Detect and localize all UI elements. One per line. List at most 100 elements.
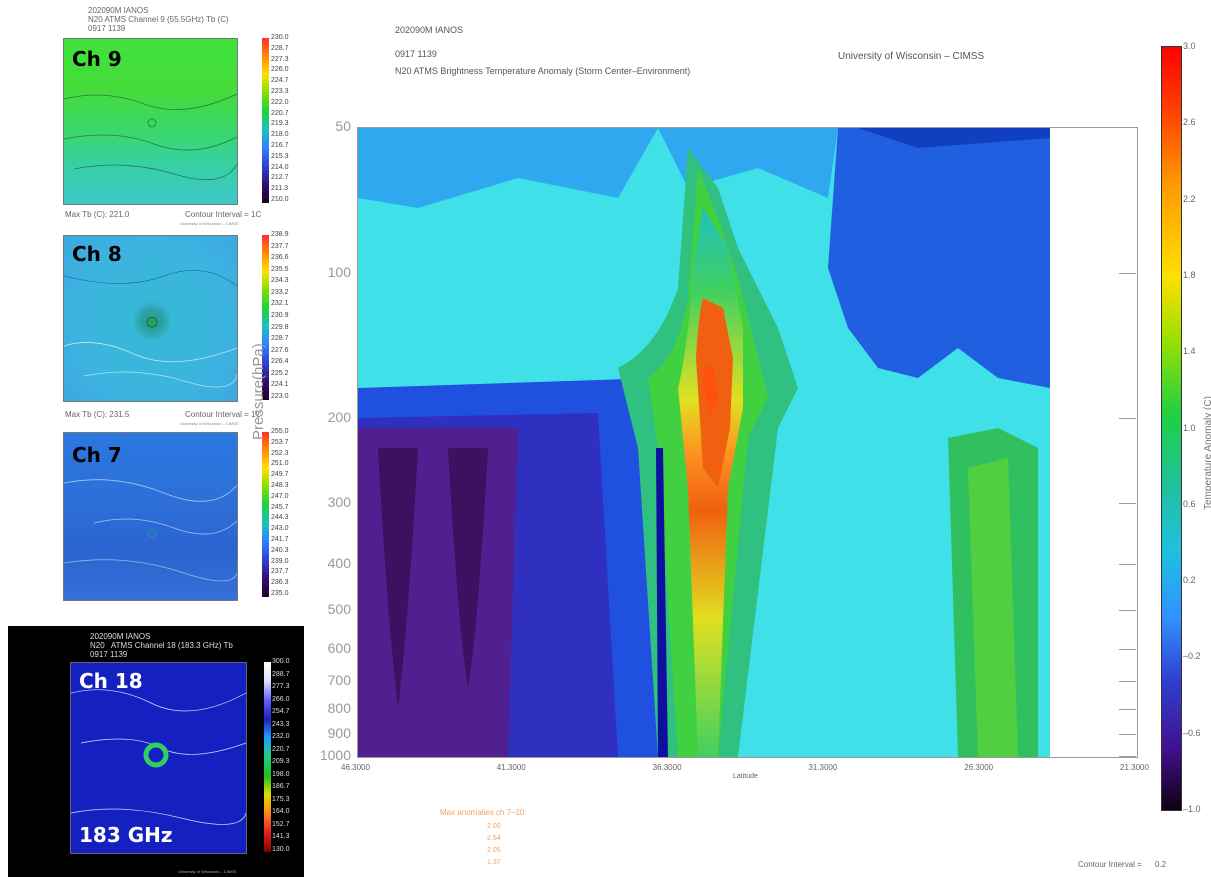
panel-1-cb-tick: 230.9: [271, 312, 289, 319]
y-tick-label: 200: [327, 409, 351, 426]
panel-2-cb-tick: 243.0: [271, 525, 289, 533]
colorbar-tick-label: –0.6: [1183, 727, 1201, 738]
panel-0-cb-tick: 227.3: [271, 55, 289, 63]
main-title-line3: N20 ATMS Brightness Temperature Anomaly …: [395, 66, 691, 76]
ch18-footer-small: University of Wisconsin – CIMSS: [178, 869, 237, 874]
colorbar-title: Temperature Anomaly (C): [1203, 396, 1211, 510]
ch18-frequency-label: 183 GHz: [79, 823, 173, 847]
y-tick-mark-right: [1119, 272, 1136, 274]
panel-0-cb-tick: 223.3: [271, 88, 289, 95]
panel-3-cb-tick: 288.7: [272, 670, 290, 678]
ch8-label: Ch 8: [72, 242, 122, 266]
panel-1-cb-tick: 223.0: [271, 393, 289, 400]
colorbar-tick-label: –0.2: [1183, 651, 1201, 662]
panel-2-cb-tick: 251.0: [271, 460, 289, 468]
colorbar-tick-label: –1.0: [1183, 804, 1201, 814]
panel-2-cb-tick: 236.3: [271, 579, 289, 587]
ch9-header: 202090M IANOS N20 ATMS Channel 9 (55.5GH…: [88, 6, 229, 33]
y-tick-mark-right: [1119, 733, 1136, 735]
ch8-cb-ticks: 238.9 237.7 236.6 235.5 234.3 233.2 232.1 230.9…: [271, 231, 311, 401]
ch8-footer-right: Contour Interval = 1C: [185, 410, 262, 419]
main-colorbar: [1161, 46, 1182, 811]
panel-1-cb-tick: 226.4: [271, 358, 289, 366]
panel-3-cb-tick: 152.7: [272, 820, 290, 828]
x-tick-label: 31.3000: [808, 763, 838, 772]
panel-1-cb-tick: 224.1: [271, 381, 289, 389]
x-tick-label: 26.3000: [964, 763, 994, 772]
y-tick-label: 500: [327, 601, 351, 618]
panel-0-cb-tick: 219.3: [271, 120, 289, 128]
ch9-colorbar: [262, 38, 269, 203]
panel-3-cb-tick: 277.3: [272, 683, 290, 691]
panel-0-cb-tick: 215.3: [271, 152, 289, 160]
y-axis-title: Pressure(hPa): [250, 343, 267, 440]
anomaly-field: [358, 128, 1137, 757]
panel-3-cb-tick: 232.0: [272, 733, 290, 741]
max-anomaly-value: 2.54: [487, 835, 501, 842]
panel-3-cb-tick: 220.7: [272, 745, 290, 753]
y-tick-label: 100: [327, 263, 351, 280]
colorbar-tick-label: 1.8: [1183, 269, 1196, 280]
panel-2-cb-tick: 247.0: [271, 492, 289, 500]
contour-interval-value: 0.2: [1155, 860, 1167, 869]
ch9-footer-left: Max Tb (C): 221.0: [65, 210, 130, 219]
panel-2-cb-tick: 248.3: [271, 482, 289, 489]
y-tick-label: 300: [327, 494, 351, 511]
x-tick-label: 46.3000: [341, 763, 370, 772]
panel-3-cb-tick: 243.3: [272, 720, 290, 728]
ch9-footer-small: University of Wisconsin – CIMSS: [180, 221, 239, 226]
plot-frame: [357, 127, 1138, 758]
panel-1-cb-tick: 234.3: [271, 277, 289, 285]
panel-2-cb-tick: 252.3: [271, 449, 289, 457]
panel-1-cb-tick: 227.6: [271, 346, 289, 354]
ch9-map: Ch 9: [63, 38, 238, 205]
panel-1-cb-tick: 237.7: [271, 242, 289, 250]
colorbar-tick-label: 1.4: [1183, 346, 1196, 357]
panel-3-cb-tick: 175.3: [272, 795, 290, 803]
y-tick-mark-right: [1119, 709, 1136, 711]
ch9-label: Ch 9: [72, 47, 122, 71]
panel-1-cb-tick: 238.9: [271, 231, 289, 238]
y-tick-label: 700: [327, 672, 351, 689]
y-tick-mark-right: [1119, 418, 1136, 420]
panel-1-cb-tick: 232.1: [271, 300, 289, 308]
panel-3-cb-tick: 198.0: [272, 770, 290, 778]
max-anomalies-title: Max anomalies ch 7–10:: [440, 808, 527, 817]
panel-3-cb-tick: 209.3: [272, 758, 290, 766]
panel-2-cb-tick: 249.7: [271, 471, 289, 479]
panel-0-cb-tick: 224.7: [271, 77, 289, 85]
y-tick-label: 50: [335, 118, 351, 134]
ch7-cb-ticks: 255.0 253.7 252.3 251.0 249.7 248.3 247.0 245.7…: [271, 428, 311, 598]
ch9-coastline-overlay: [64, 93, 237, 180]
panel-3-cb-tick: 266.0: [272, 695, 290, 703]
panel-3-cb-tick: 130.0: [272, 846, 290, 853]
ch18-frame: 202090M IANOS N20 ATMS Channel 18 (183.3…: [8, 626, 304, 877]
y-tick-mark-right: [1119, 127, 1136, 128]
ch18-map: Ch 18 183 GHz: [70, 662, 247, 854]
y-tick-mark-right: [1119, 610, 1136, 612]
colorbar-tick-label: 1.0: [1183, 422, 1196, 433]
max-anomaly-value: 2.00: [487, 823, 501, 830]
panel-2-cb-tick: 235.0: [271, 590, 289, 597]
panel-1-cb-tick: 236.6: [271, 254, 289, 262]
ch8-footer-small: University of Wisconsin – CIMSS: [180, 421, 239, 426]
panel-0-cb-tick: 230.0: [271, 34, 289, 41]
y-tick-label: 1000: [319, 747, 351, 763]
y-tick-mark-right: [1119, 648, 1136, 650]
y-tick-mark-right: [1119, 503, 1136, 505]
ch7-map: Ch 7: [63, 432, 238, 601]
panel-0-cb-tick: 210.0: [271, 196, 289, 203]
ch7-label: Ch 7: [72, 443, 122, 467]
panel-3-cb-tick: 300.0: [272, 658, 290, 665]
panel-2-cb-tick: 253.7: [271, 438, 289, 446]
panel-0-cb-tick: 222.0: [271, 98, 289, 106]
panel-0-cb-tick: 211.3: [271, 185, 288, 193]
colorbar-tick-label: 3.0: [1183, 41, 1196, 51]
colorbar-tick-label: 0.6: [1183, 498, 1196, 509]
main-title-line2: 0917 1139: [395, 49, 437, 59]
panel-0-cb-tick: 228.7: [271, 44, 289, 52]
ch18-coastline-overlay: [71, 689, 246, 825]
panel-2-cb-tick: 255.0: [271, 428, 289, 435]
panel-1-cb-tick: 235.5: [271, 265, 289, 273]
x-tick-label: 21.3000: [1120, 763, 1149, 772]
